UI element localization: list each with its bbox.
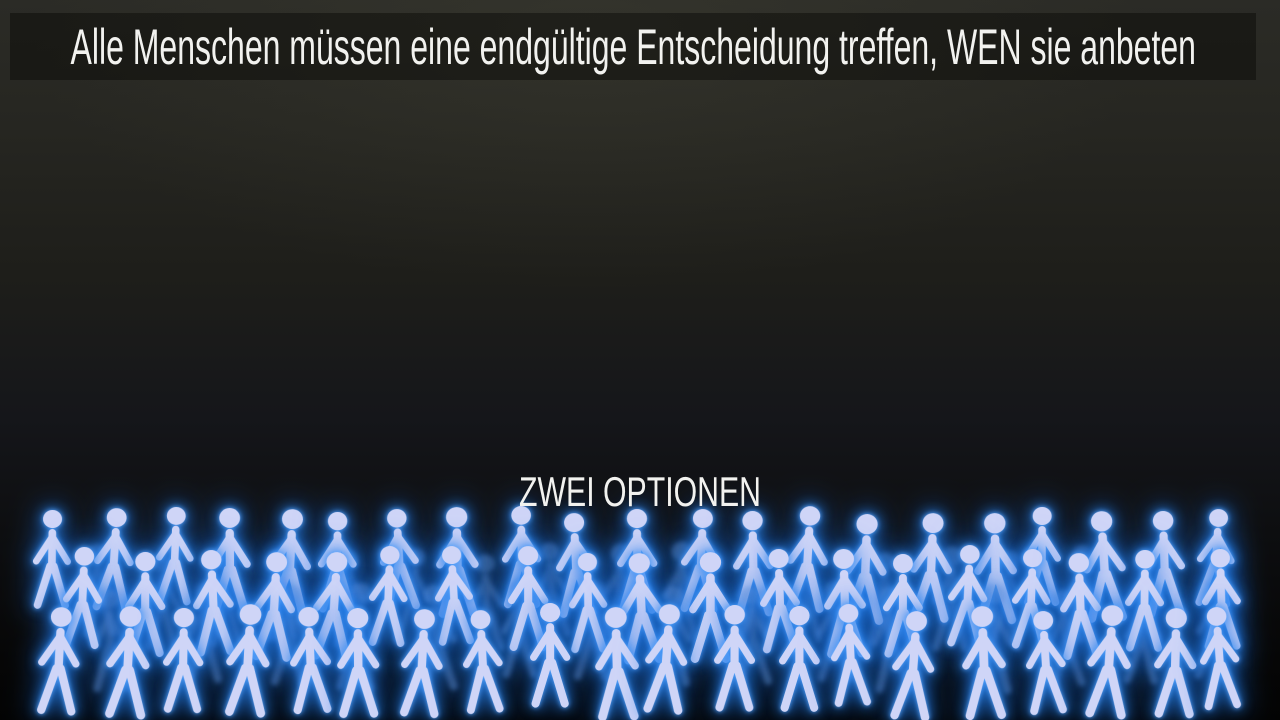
person-figure bbox=[639, 601, 693, 720]
person-figure bbox=[221, 602, 275, 720]
person-figure bbox=[334, 606, 382, 720]
person-figure bbox=[1021, 608, 1071, 720]
person-figure bbox=[886, 608, 940, 720]
person-figure bbox=[285, 605, 335, 719]
person-figure bbox=[528, 602, 572, 713]
person-figure bbox=[100, 603, 154, 720]
person-figure bbox=[591, 605, 642, 720]
slide-title: Alle Menschen müssen eine endgültige Ent… bbox=[70, 18, 1196, 75]
person-figure bbox=[458, 608, 507, 720]
person-figure bbox=[712, 604, 757, 717]
person-figure bbox=[1081, 603, 1137, 720]
person-figure bbox=[160, 606, 206, 718]
person-figure bbox=[777, 605, 822, 717]
person-figure bbox=[826, 602, 875, 712]
person-figure bbox=[395, 607, 447, 720]
subtitle-block: ZWEI OPTIONEN bbox=[0, 468, 1280, 516]
title-banner: Alle Menschen müssen eine endgültige Ent… bbox=[10, 13, 1256, 80]
person-figure bbox=[33, 605, 85, 720]
person-figure bbox=[1195, 604, 1246, 715]
person-figure bbox=[1150, 606, 1199, 720]
subtitle-text: ZWEI OPTIONEN bbox=[519, 468, 761, 515]
person-figure bbox=[958, 605, 1010, 720]
